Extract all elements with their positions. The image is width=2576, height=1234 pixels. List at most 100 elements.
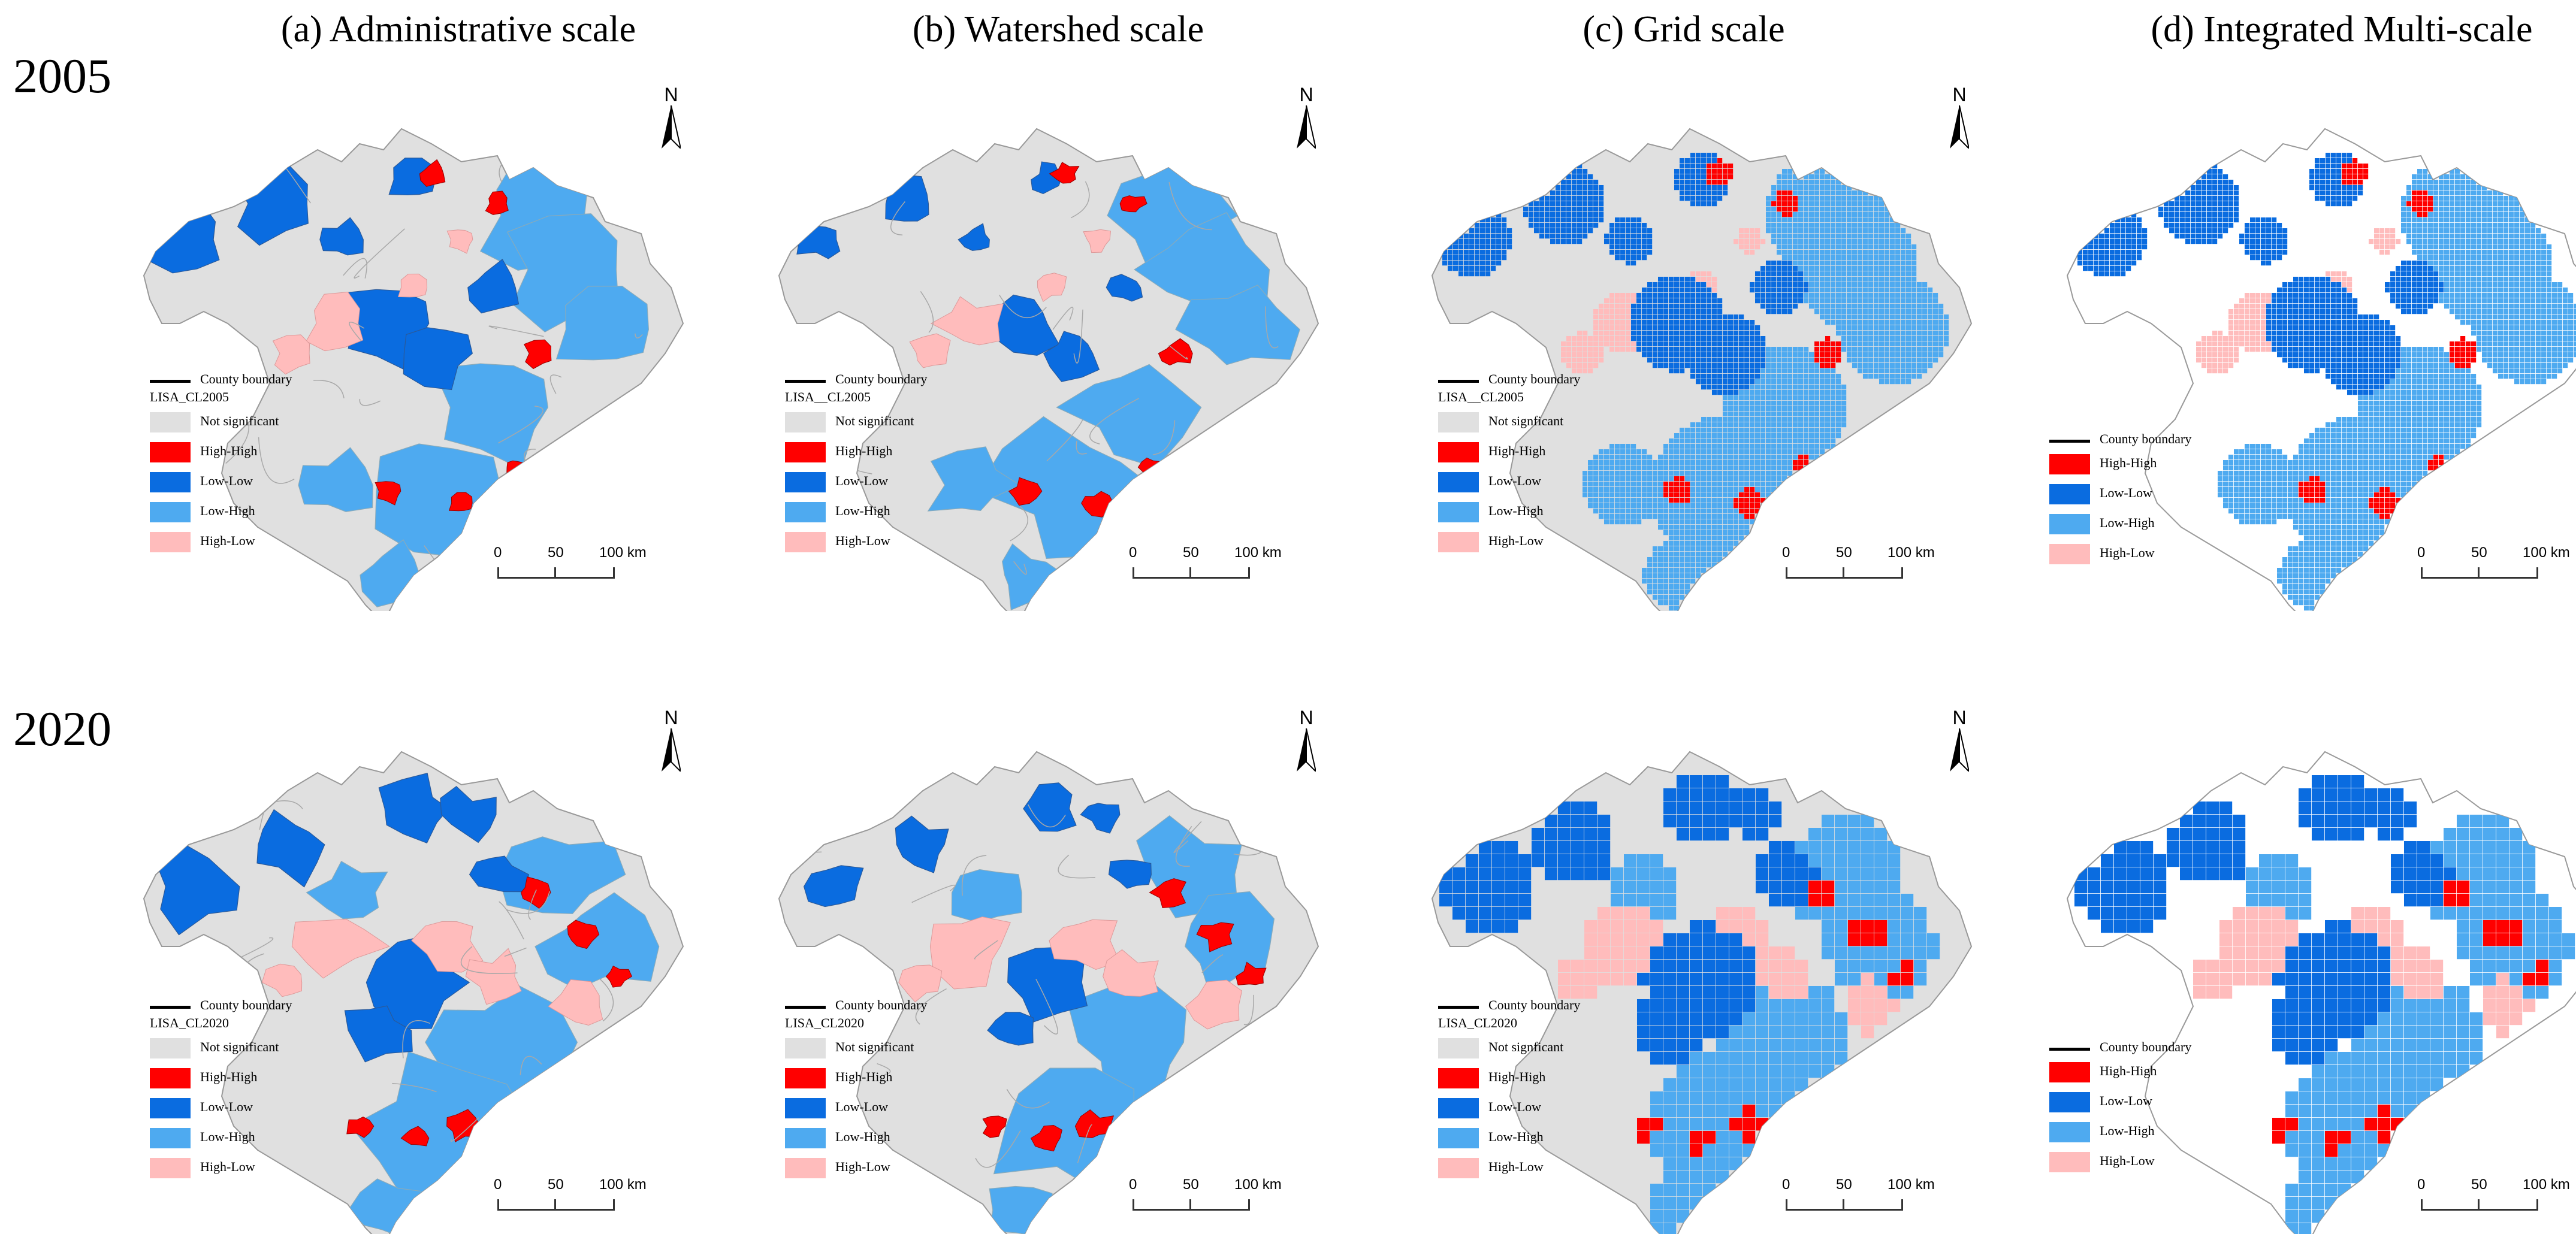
grid-cell <box>2142 228 2147 233</box>
grid-cell <box>1620 444 1625 449</box>
grid-cell <box>1868 288 1873 292</box>
grid-cell <box>2331 562 2336 567</box>
grid-cell <box>1734 417 1738 422</box>
grid-cell <box>1593 482 1598 486</box>
grid-cell <box>1658 314 1663 319</box>
grid-cell <box>1626 519 1630 524</box>
grid-cell <box>1766 228 1771 233</box>
grid-cell <box>1674 595 1679 600</box>
grid-cell <box>1680 492 1684 497</box>
grid-cell <box>1464 271 1469 276</box>
grid-cell <box>2374 428 2379 432</box>
grid-cell <box>1566 239 1571 244</box>
grid-cell <box>1658 476 1663 481</box>
grid-cell <box>1469 234 1474 238</box>
grid-cell <box>1475 271 1479 276</box>
grid-cell <box>1480 244 1485 249</box>
grid-cell <box>2352 336 2357 341</box>
grid-cell <box>2336 379 2341 384</box>
grid-cell <box>2234 304 2239 308</box>
grid-cell <box>1836 417 1841 422</box>
grid-cell <box>2212 174 2217 179</box>
grid-cell <box>2277 293 2282 298</box>
legend-label-low-high: Low-High <box>200 503 255 519</box>
grid-cell <box>2207 185 2212 190</box>
grid-cell <box>1787 217 1792 222</box>
grid-cell <box>2201 228 2206 233</box>
grid-cell <box>2282 573 2287 578</box>
grid-cell <box>2406 234 2411 238</box>
grid-cell <box>1750 288 1754 292</box>
grid-cell <box>2342 487 2347 492</box>
grid-cell <box>1777 438 1781 443</box>
grid-cell <box>1653 352 1657 357</box>
grid-cell <box>1766 277 1771 282</box>
grid-cell <box>1755 379 1760 384</box>
grid-cell <box>2223 341 2228 346</box>
grid-cell <box>1674 444 1679 449</box>
grid-cell <box>1636 298 1641 303</box>
grid-cell <box>1723 325 1728 330</box>
grid-cell <box>2099 244 2104 249</box>
grid-cell <box>1717 492 1722 497</box>
grid-cell <box>2326 536 2330 540</box>
grid-cell <box>1669 600 1674 605</box>
grid-cell <box>1734 325 1738 330</box>
grid-cell <box>1750 239 1754 244</box>
grid-cell <box>2406 352 2411 357</box>
grid-cell <box>2282 244 2287 249</box>
grid-cell <box>1809 412 1814 416</box>
grid-cell <box>1906 298 1911 303</box>
grid-cell <box>1750 368 1754 373</box>
grid-cell <box>1868 314 1873 319</box>
grid-cell <box>1647 562 1652 567</box>
grid-cell <box>2369 352 2373 357</box>
grid-cell <box>2277 482 2282 486</box>
grid-cell <box>2131 239 2136 244</box>
grid-cell <box>1561 223 1566 228</box>
grid-cell <box>2223 347 2228 352</box>
grid-cell <box>1685 325 1690 330</box>
grid-cell <box>2320 428 2325 432</box>
grid-cell <box>2352 465 2357 470</box>
grid-cell <box>1879 207 1884 211</box>
grid-cell <box>2336 331 2341 335</box>
grid-cell <box>2228 476 2233 481</box>
grid-cell <box>1593 212 1598 217</box>
grid-cell <box>2315 358 2320 362</box>
grid-cell <box>1685 174 1690 179</box>
grid-cell <box>2115 234 2120 238</box>
grid-cell <box>1620 519 1625 524</box>
county-boundary-line <box>801 135 817 183</box>
grid-cell <box>2363 164 2368 168</box>
grid-cell <box>1777 385 1781 389</box>
grid-cell <box>2293 465 2298 470</box>
grid-cell <box>2390 385 2395 389</box>
grid-cell <box>1809 368 1814 373</box>
grid-cell <box>1556 207 1560 211</box>
grid-cell <box>2326 196 2330 201</box>
grid-cell <box>2110 223 2115 228</box>
grid-cell <box>1787 309 1792 314</box>
grid-cell <box>2315 514 2320 519</box>
grid-cell <box>1647 320 1652 325</box>
grid-cell <box>2331 347 2336 352</box>
grid-cell <box>1760 239 1765 244</box>
grid-cell <box>2137 239 2142 244</box>
grid-cell <box>1944 341 1949 346</box>
grid-cell <box>1599 460 1603 465</box>
grid-cell <box>1847 212 1852 217</box>
grid-cell <box>1836 320 1841 325</box>
grid-cell <box>1658 509 1663 513</box>
grid-cell <box>2406 422 2411 427</box>
grid-cell <box>1885 379 1889 384</box>
grid-cell <box>2363 331 2368 335</box>
grid-cell <box>2417 266 2422 271</box>
grid-cell <box>2347 476 2352 481</box>
grid-cell <box>1674 368 1679 373</box>
grid-cell <box>1836 201 1841 206</box>
grid-cell <box>1588 347 1593 352</box>
grid-cell <box>2282 325 2287 330</box>
grid-cell <box>2363 336 2368 341</box>
grid-cell <box>1696 573 1701 578</box>
